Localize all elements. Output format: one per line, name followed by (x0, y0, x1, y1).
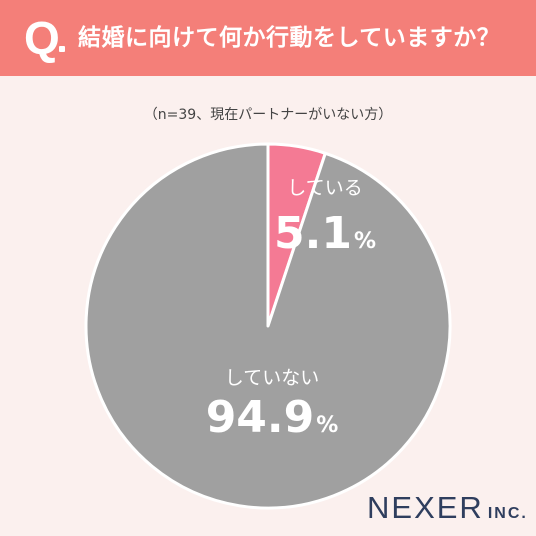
header-banner: Q 結婚に向けて何か行動をしていますか？ (0, 0, 536, 76)
slice-label-0: している (287, 177, 362, 199)
logo-inc: INC. (487, 505, 528, 522)
q-dot (59, 46, 65, 52)
sample-note: （n=39、現在パートナーがいない方） (143, 107, 393, 123)
question-title: 結婚に向けて何か行動をしていますか？ (78, 25, 501, 51)
logo-main: NEXER (367, 490, 484, 525)
q-mark: Q (24, 12, 60, 64)
slice-label-1: していない (225, 367, 319, 389)
pie-slice-1 (84, 142, 452, 510)
slice-value-1: 94.9% (206, 392, 339, 443)
slice-value-0: 5.1% (274, 208, 376, 259)
nexer-logo: NEXER INC. (367, 490, 528, 526)
